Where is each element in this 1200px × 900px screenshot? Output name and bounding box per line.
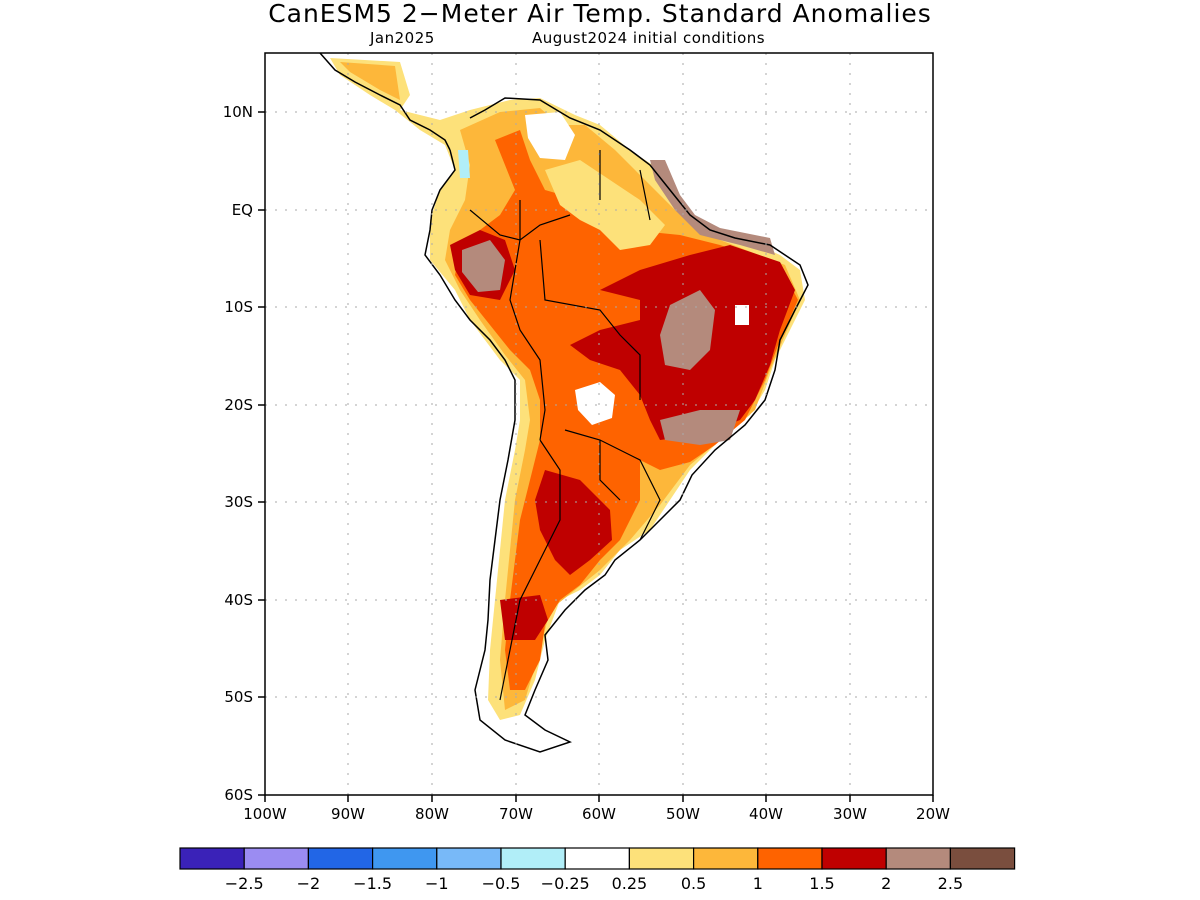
x-tick-label: 60W	[582, 805, 616, 823]
colorbar-swatch	[243, 847, 309, 870]
colorbar: −2.5 −2 −1.5 −1 −0.5 −0.25 0.25 0.5 1 1.5 2 2.5	[179, 847, 1016, 893]
colorbar-label: −2.5	[225, 874, 264, 893]
coastline-central-america	[319, 53, 451, 151]
colorbar-swatch	[500, 847, 566, 870]
anomaly-white-cell	[735, 305, 749, 325]
colorbar-swatch	[692, 847, 759, 870]
colorbar-label: −1.5	[353, 874, 392, 893]
x-tick-label: 40W	[749, 805, 783, 823]
y-tick-label: 10N	[223, 103, 253, 121]
y-tick-labels: 10N EQ 10S 20S 30S 40S 50S 60S	[223, 103, 253, 804]
colorbar-label: 1	[753, 874, 763, 893]
colorbar-label: −0.25	[541, 874, 590, 893]
colorbar-label: 0.25	[612, 874, 648, 893]
coastlines	[319, 53, 809, 753]
colorbar-swatch	[885, 847, 952, 870]
map-title: CanESM5 2−Meter Air Temp. Standard Anoma…	[268, 0, 932, 28]
y-tick-label: 10S	[224, 298, 253, 316]
colorbar-label: 0.5	[681, 874, 706, 893]
subtitle-initial-conditions: August2024 initial conditions	[532, 29, 766, 47]
anomaly-fields	[330, 58, 805, 720]
country-borders	[469, 150, 661, 701]
colorbar-swatch	[307, 847, 374, 870]
colorbar-swatch	[372, 847, 438, 870]
y-tick-label: 60S	[224, 786, 253, 804]
colorbar-swatch	[436, 847, 502, 870]
colorbar-swatch	[757, 847, 823, 870]
x-tick-label: 80W	[415, 805, 449, 823]
colorbar-label: −0.5	[482, 874, 521, 893]
anomaly-yellow-north	[545, 160, 665, 250]
x-tick-label: 100W	[243, 805, 287, 823]
anomaly-white-north	[525, 112, 575, 160]
x-tick-label: 50W	[666, 805, 700, 823]
coastline-south-america	[424, 97, 809, 753]
y-tick-label: 40S	[224, 591, 253, 609]
colorbar-label: 2.5	[938, 874, 963, 893]
colorbar-label: 1.5	[809, 874, 834, 893]
subtitle-forecast-month: Jan2025	[370, 29, 435, 47]
colorbar-swatch	[628, 847, 695, 870]
anomaly-brown	[462, 160, 775, 445]
y-tick-marks	[258, 111, 265, 796]
x-tick-marks	[264, 795, 934, 802]
colorbar-swatch	[821, 847, 887, 870]
x-tick-label: 90W	[331, 805, 365, 823]
x-tick-label: 70W	[499, 805, 533, 823]
y-tick-label: 30S	[224, 493, 253, 511]
y-tick-label: EQ	[232, 201, 253, 219]
x-tick-labels: 100W 90W 80W 70W 60W 50W 40W 30W 20W	[243, 805, 950, 823]
x-tick-label: 20W	[916, 805, 950, 823]
colorbar-label: −2	[297, 874, 321, 893]
colorbar-swatch	[564, 847, 631, 870]
y-tick-label: 50S	[224, 688, 253, 706]
colorbar-swatch	[179, 847, 245, 870]
anomaly-light-blue	[458, 150, 470, 178]
y-tick-label: 20S	[224, 396, 253, 414]
x-tick-label: 30W	[833, 805, 867, 823]
anomaly-white-central	[575, 382, 615, 425]
colorbar-label: −1	[425, 874, 449, 893]
colorbar-swatch	[949, 847, 1016, 870]
colorbar-label: 2	[881, 874, 891, 893]
grid-lines	[265, 53, 933, 795]
